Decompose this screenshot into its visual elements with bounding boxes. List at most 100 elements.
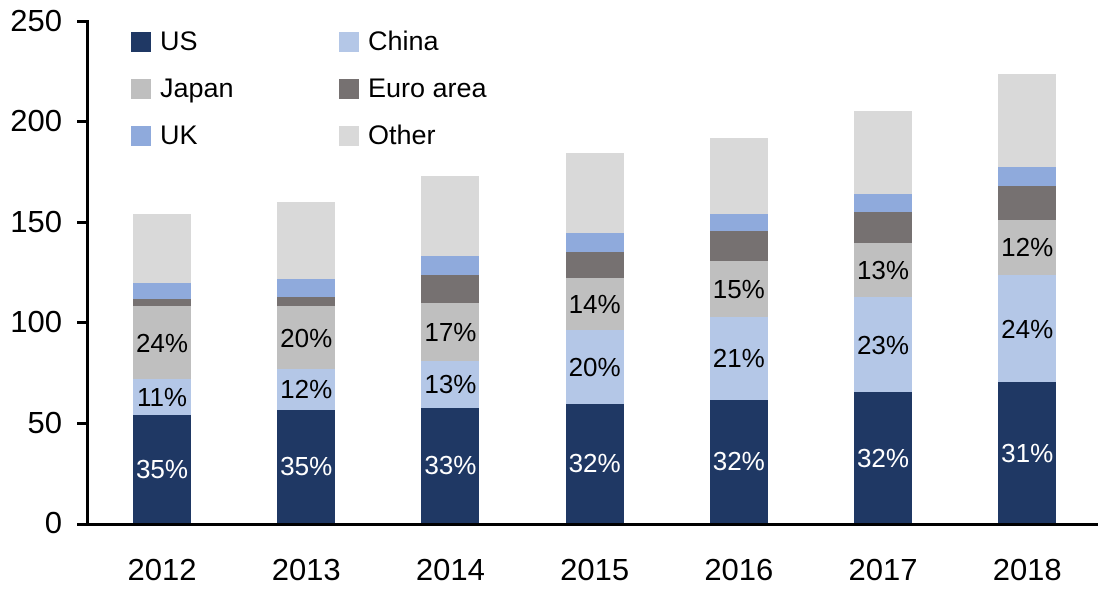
bar-segment-euro-area <box>133 299 191 306</box>
x-axis-label-2016: 2016 <box>704 552 774 587</box>
bar-segment-uk <box>565 233 624 252</box>
segment-label-us: 35% <box>135 453 189 484</box>
x-axis-label-2015: 2015 <box>560 552 630 587</box>
segment-label-japan: 12% <box>1001 232 1054 263</box>
legend-item-china: China <box>339 26 487 56</box>
y-axis-tick-label: 100 <box>10 304 62 340</box>
bar-segment-other <box>421 176 480 256</box>
y-axis-tick <box>77 120 89 124</box>
bar-segment-japan <box>565 278 624 330</box>
bar-segment-other <box>709 138 768 214</box>
bar-segment-japan <box>854 243 912 297</box>
bar-segment-japan <box>998 220 1057 275</box>
legend-label: UK <box>160 120 198 150</box>
y-axis-tick <box>77 421 89 425</box>
legend-item-us: US <box>131 26 339 56</box>
legend-swatch-other <box>339 125 359 146</box>
bar-segment-us <box>998 382 1057 523</box>
bar-segment-uk <box>421 256 480 275</box>
legend-label: China <box>368 26 439 56</box>
legend-swatch-china <box>339 31 359 52</box>
bar-segment-uk <box>277 279 336 297</box>
segment-label-japan: 14% <box>568 289 621 320</box>
segment-label-china: 13% <box>424 369 477 400</box>
bar-segment-japan <box>277 306 336 369</box>
segment-label-us: 35% <box>280 451 333 482</box>
y-axis-tick-label: 0 <box>44 505 62 540</box>
bar-segment-euro-area <box>277 297 336 306</box>
x-axis-label-2018: 2018 <box>992 552 1062 587</box>
bar-segment-other <box>277 202 336 279</box>
y-axis-line <box>86 20 89 526</box>
bar-segment-us <box>421 408 480 523</box>
segment-label-us: 32% <box>568 448 621 479</box>
bar-segment-china <box>709 317 768 400</box>
legend-item-other: Other <box>339 120 487 150</box>
bar-segment-euro-area <box>709 231 768 261</box>
segment-label-china: 21% <box>712 343 765 374</box>
x-axis-label-2014: 2014 <box>415 552 485 587</box>
y-axis-tick <box>77 20 89 23</box>
bar-segment-uk <box>709 214 768 231</box>
segment-label-china: 11% <box>136 381 188 412</box>
bar-segment-japan <box>421 303 480 361</box>
bar-segment-us <box>277 410 336 523</box>
y-axis-tick-label: 50 <box>27 404 62 440</box>
legend-label: Euro area <box>368 73 487 103</box>
bar-segment-euro-area <box>565 252 624 278</box>
legend-swatch-euro-area <box>339 78 359 99</box>
segment-label-china: 24% <box>1001 313 1054 344</box>
bar-segment-other <box>854 111 912 194</box>
bar-segment-china <box>565 330 624 404</box>
bar-segment-china <box>421 361 480 408</box>
segment-label-japan: 20% <box>280 322 333 353</box>
segment-label-china: 20% <box>568 351 621 382</box>
legend-swatch-uk <box>131 125 151 146</box>
segment-label-japan: 15% <box>712 274 765 305</box>
segment-label-japan: 17% <box>424 317 477 348</box>
legend-item-japan: Japan <box>131 73 339 103</box>
x-axis-label-2013: 2013 <box>271 552 341 587</box>
bar-segment-china <box>998 275 1057 382</box>
bar-segment-china <box>854 297 912 392</box>
segment-label-us: 32% <box>856 442 910 473</box>
bar-segment-japan <box>133 306 191 379</box>
y-axis-tick <box>77 321 89 325</box>
segment-label-japan: 13% <box>856 254 910 285</box>
x-axis-label-2017: 2017 <box>848 552 918 587</box>
bar-segment-us <box>709 400 768 523</box>
bar-segment-uk <box>998 167 1057 186</box>
segment-label-us: 31% <box>1001 437 1054 468</box>
bar-segment-euro-area <box>854 212 912 243</box>
bar-segment-japan <box>709 261 768 317</box>
segment-label-us: 32% <box>712 446 765 477</box>
segment-label-us: 33% <box>424 450 477 481</box>
legend-swatch-us <box>131 31 151 52</box>
x-axis-label-2012: 2012 <box>127 552 197 587</box>
legend-label: Japan <box>160 73 234 103</box>
legend-label: US <box>160 26 198 56</box>
bar-segment-china <box>277 369 336 410</box>
bar-segment-uk <box>133 283 191 299</box>
legend-item-uk: UK <box>131 120 339 150</box>
bar-segment-us <box>854 392 912 523</box>
bar-segment-other <box>998 74 1057 167</box>
legend-label: Other <box>368 120 436 150</box>
bar-segment-uk <box>854 194 912 212</box>
y-axis-tick-label: 150 <box>10 203 62 239</box>
bar-segment-euro-area <box>998 186 1057 220</box>
bar-segment-us <box>133 415 191 523</box>
bar-segment-other <box>565 153 624 233</box>
legend-swatch-japan <box>131 78 151 99</box>
y-axis-tick-label: 250 <box>10 3 62 38</box>
legend-item-euro-area: Euro area <box>339 73 487 103</box>
segment-label-china: 23% <box>856 329 910 360</box>
segment-label-china: 12% <box>280 374 333 405</box>
chart-legend: US China Japan Euro area UK Other <box>131 26 487 150</box>
bar-segment-euro-area <box>421 275 480 303</box>
bar-segment-us <box>565 404 624 523</box>
x-axis-line <box>77 523 1098 526</box>
y-axis-tick <box>77 220 89 224</box>
